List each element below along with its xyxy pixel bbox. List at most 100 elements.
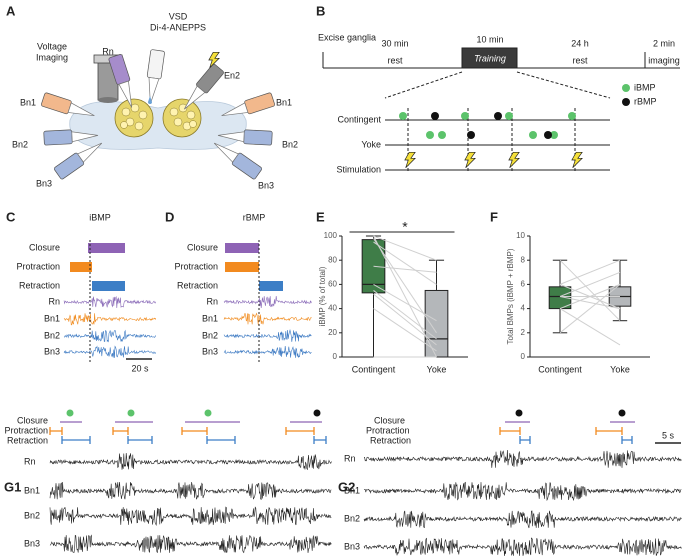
label: Bn3 xyxy=(36,178,52,188)
trace xyxy=(63,329,157,343)
row-label: Closure xyxy=(17,415,48,425)
row-label: Contingent xyxy=(337,114,381,124)
trace xyxy=(63,295,157,309)
paired-line xyxy=(559,259,621,285)
row-label: Bn3 xyxy=(202,346,218,356)
paired-line xyxy=(373,290,437,340)
label: rest xyxy=(387,55,403,65)
trace xyxy=(49,452,332,470)
paired-line xyxy=(373,241,437,285)
trace xyxy=(63,345,157,358)
row-label: Stimulation xyxy=(336,164,381,174)
paired-line xyxy=(559,296,621,310)
label: Rn xyxy=(102,46,114,56)
row-label: Protraction xyxy=(4,425,48,435)
scale-label: 20 s xyxy=(131,363,149,373)
row-label: Bn1 xyxy=(44,313,60,323)
label: 10 min xyxy=(476,34,503,44)
label: Excise ganglia xyxy=(318,32,376,42)
row-label: Closure xyxy=(187,242,218,252)
y-axis-label: Total BMPs (iBMP + rBMP) xyxy=(506,248,515,344)
panel-label: F xyxy=(490,209,498,224)
y-tick-label: 80 xyxy=(328,255,337,264)
label: imaging xyxy=(648,55,680,65)
panel-label: G2 xyxy=(338,479,355,494)
label: Training xyxy=(474,53,506,63)
row-label: Bn3 xyxy=(44,346,60,356)
row-label: Protraction xyxy=(16,261,60,271)
trace xyxy=(63,313,157,326)
trace xyxy=(223,329,312,342)
paired-line xyxy=(373,293,437,346)
trace xyxy=(223,312,312,325)
panel-label: D xyxy=(165,209,174,224)
label: VSD xyxy=(169,11,188,21)
panel-title: rBMP xyxy=(243,212,266,222)
y-tick-label: 100 xyxy=(324,231,338,240)
panel-label: B xyxy=(316,3,325,18)
paired-line xyxy=(559,284,621,334)
label: 2 min xyxy=(653,38,675,48)
paired-line xyxy=(373,308,437,352)
trace xyxy=(49,506,332,526)
panel-label: E xyxy=(316,209,325,224)
x-tick-label: Contingent xyxy=(352,364,396,374)
row-label: Retraction xyxy=(7,435,48,445)
legend-label: rBMP xyxy=(634,96,657,106)
stimuli xyxy=(404,151,583,169)
y-tick-label: 60 xyxy=(328,280,337,289)
bmp-dots xyxy=(399,84,630,139)
trace xyxy=(49,534,332,554)
paired-line xyxy=(559,308,621,346)
x-tick-label: Contingent xyxy=(538,364,582,374)
annotation: * xyxy=(402,219,408,235)
g-phase-marks xyxy=(49,409,635,444)
y-tick-label: 10 xyxy=(516,231,525,240)
phase-bars xyxy=(70,243,283,291)
row-label: Bn1 xyxy=(344,485,360,495)
y-tick-label: 8 xyxy=(521,255,526,264)
scale-label: 5 s xyxy=(662,430,675,440)
label: En2 xyxy=(224,70,240,80)
label: Bn3 xyxy=(258,180,274,190)
y-tick-label: 0 xyxy=(333,352,338,361)
y-tick-label: 4 xyxy=(521,304,526,313)
trace xyxy=(223,295,312,309)
row-label: Bn1 xyxy=(202,313,218,323)
label: Bn2 xyxy=(12,139,28,149)
y-tick-label: 20 xyxy=(328,328,337,337)
panel-title: iBMP xyxy=(89,212,111,222)
label: Imaging xyxy=(36,52,68,62)
paired-line xyxy=(559,259,621,322)
row-label: Rn xyxy=(344,453,356,463)
box xyxy=(424,289,449,358)
label: Voltage xyxy=(37,41,67,51)
timeline xyxy=(322,47,680,172)
label: Bn1 xyxy=(276,97,292,107)
label: Bn1 xyxy=(20,97,36,107)
row-label: Closure xyxy=(29,242,60,252)
paired-line xyxy=(373,235,437,261)
label: 30 min xyxy=(381,38,408,48)
paired-line xyxy=(373,238,437,334)
row-label: Protraction xyxy=(366,425,410,435)
row-label: Rn xyxy=(48,296,60,306)
trace xyxy=(363,481,682,502)
trace xyxy=(223,345,312,359)
prep-drawing xyxy=(40,49,276,181)
y-tick-label: 6 xyxy=(521,280,526,289)
label: rest xyxy=(572,55,588,65)
trace xyxy=(363,510,682,529)
paired-line xyxy=(559,283,621,310)
row-label: Retraction xyxy=(370,435,411,445)
x-tick-label: Yoke xyxy=(427,364,447,374)
label: 24 h xyxy=(571,38,589,48)
row-label: Bn2 xyxy=(24,510,40,520)
row-label: Retraction xyxy=(177,280,218,290)
row-label: Bn2 xyxy=(44,330,60,340)
paired-line xyxy=(373,283,437,322)
row-label: Closure xyxy=(374,415,405,425)
panel-label: G1 xyxy=(4,479,21,494)
row-label: Rn xyxy=(206,296,218,306)
